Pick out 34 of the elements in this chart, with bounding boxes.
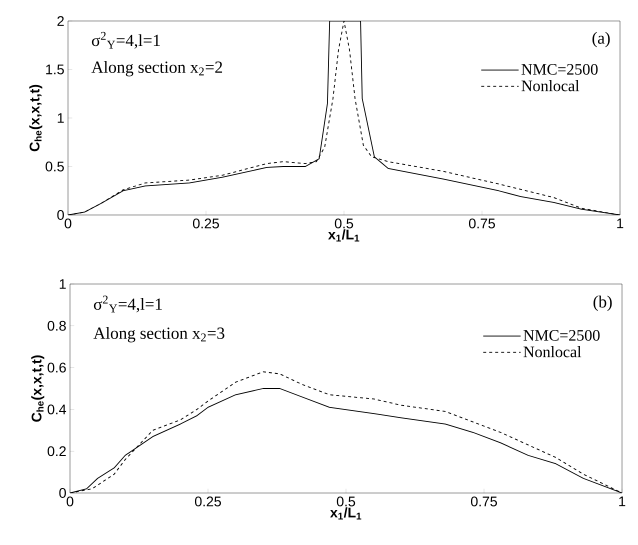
- x-tick-label: 1: [617, 218, 624, 228]
- y-axis-title: C$_{he}$(x,x,t,t): [31, 355, 44, 422]
- y-tick-label: 1.5: [46, 64, 64, 74]
- y-tick-label: 1: [58, 113, 64, 123]
- annotation: (a): [592, 32, 610, 48]
- y-tick-label: 2: [57, 16, 64, 26]
- y-tick-label: 0: [57, 210, 64, 220]
- x-tick-label: 0.25: [194, 496, 221, 506]
- y-tick-label: 0.6: [48, 362, 66, 373]
- x-tick-label: 0.75: [468, 218, 495, 228]
- x-axis-title: x$_{1}$/L$_{1}$: [328, 229, 360, 242]
- x-tick-label: 0.5: [336, 496, 356, 506]
- y-tick-label: 0.5: [46, 162, 64, 172]
- annotation: σ$^{2}$$_{Y}$=4,l=1: [94, 296, 162, 312]
- y-tick-label: 0.8: [48, 320, 66, 331]
- x-tick-label: 1: [619, 496, 626, 506]
- x-tick-label: 0.25: [192, 218, 219, 228]
- y-tick-label: 0.2: [48, 446, 66, 456]
- annotation: Along section x$_{2}$=3: [93, 327, 224, 342]
- legend-label: NMC=2500: [522, 64, 598, 75]
- y-tick-label: 0.4: [48, 404, 66, 414]
- legend-label: Nonlocal: [524, 346, 582, 358]
- y-tick-label: 1: [60, 279, 66, 289]
- x-tick-label: 0: [66, 496, 74, 506]
- y-axis-title: C$_{he}$(x,x,t,t): [29, 84, 42, 152]
- legend-label: Nonlocal: [522, 80, 580, 92]
- x-tick-label: 0.75: [470, 496, 497, 506]
- x-tick-label: 0.5: [334, 218, 354, 228]
- y-tick-label: 0: [59, 488, 66, 498]
- annotation: σ$^{2}$$_{Y}$=4,l=1: [92, 32, 160, 49]
- x-axis-title: x$_{1}$/L$_{1}$: [330, 507, 362, 520]
- annotation: (b): [594, 296, 612, 312]
- legend-label: NMC=2500: [524, 330, 600, 341]
- annotation: Along section x$_{2}$=2: [91, 60, 222, 76]
